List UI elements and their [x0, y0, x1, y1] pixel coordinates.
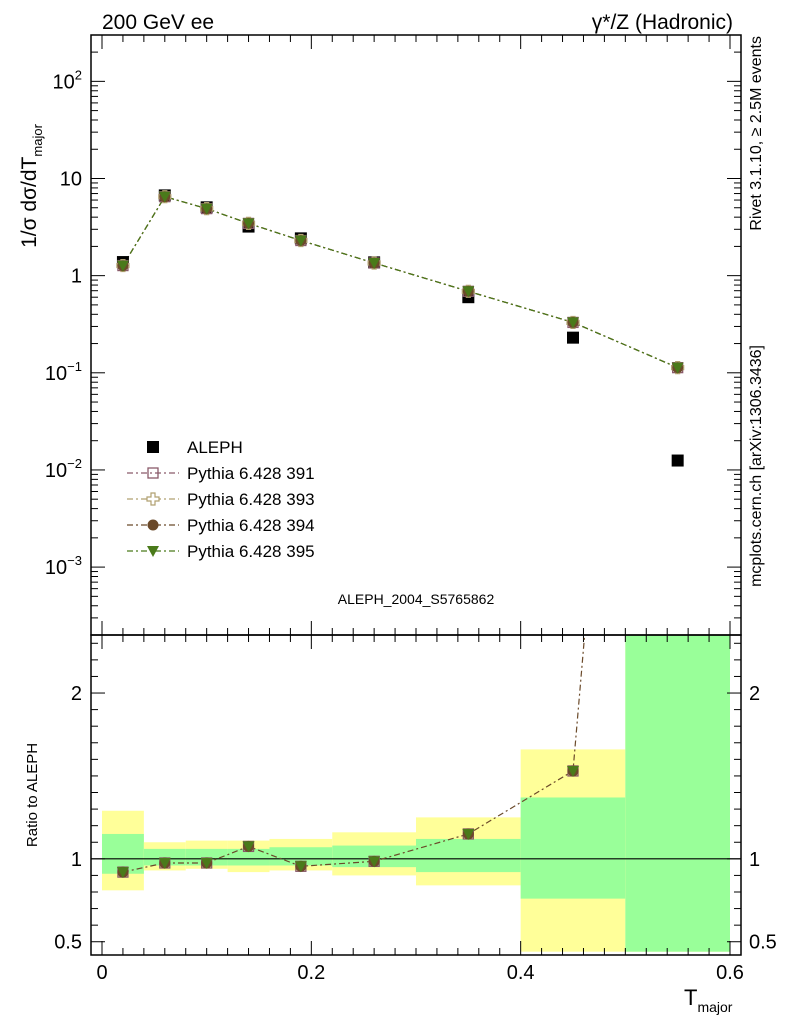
mcplots-label: mcplots.cern.ch [arXiv:1306.3436]: [748, 345, 765, 587]
x-tick-label: 0.4: [507, 962, 535, 984]
ratio-line: [122, 635, 586, 873]
ratio-point-p395: [200, 857, 213, 869]
series-line-p393: [122, 195, 678, 369]
watermark: ALEPH_2004_S5765862: [338, 591, 495, 607]
point-p395: [462, 286, 475, 298]
band-green: [625, 635, 730, 952]
ratio-point-p395: [116, 867, 129, 879]
point-data: [671, 454, 684, 467]
y-tick-label: 1: [71, 266, 82, 288]
point-p395: [200, 203, 213, 215]
point-p395: [294, 235, 307, 247]
legend-label-p394: Pythia 6.428 394: [187, 516, 315, 535]
x-tick-label: 0.6: [716, 962, 744, 984]
point-p395: [158, 191, 171, 203]
ratio-y-tick-label: 1: [71, 849, 82, 871]
legend-marker-data: [147, 441, 159, 453]
band-green: [185, 848, 228, 866]
y-tick-label: 10−2: [45, 456, 82, 482]
y-tick-label: 10−1: [45, 359, 82, 385]
main-y-axis-label-text: 1/σ dσ/dTmajor: [18, 123, 45, 247]
main-y-axis-label: 1/σ dσ/dTmajor: [18, 123, 45, 247]
x-axis-label: Tmajor: [684, 985, 733, 1015]
ratio-y-tick-label-right: 1: [749, 849, 760, 871]
point-p395: [567, 317, 579, 329]
y-tick-label-base: 10: [53, 71, 75, 93]
legend-marker-p393: [146, 492, 160, 506]
legend-label-p395: Pythia 6.428 395: [187, 542, 315, 561]
ratio-point-p395: [567, 765, 579, 777]
y-tick-label: 102: [53, 67, 82, 93]
ratio-clipped: [116, 635, 586, 879]
x-axis-label-sub: major: [697, 999, 732, 1015]
ratio-bands: [102, 635, 730, 952]
y-tick-label-exponent: −2: [67, 456, 82, 471]
ratio-point-p395: [158, 857, 171, 869]
ratio-y-tick-label-right: 0.5: [749, 932, 777, 954]
header-left: 200 GeV ee: [102, 11, 214, 34]
rivet-label: Rivet 3.1.10, ≥ 2.5M events: [748, 36, 765, 231]
header-right: γ*/Z (Hadronic): [592, 11, 733, 34]
band-green: [227, 848, 270, 866]
point-p395: [671, 362, 684, 374]
legend-marker-p391: [147, 467, 159, 479]
ratio-y-axis-label: Ratio to ALEPH: [24, 743, 41, 847]
y-tick-label-base: 1: [71, 266, 82, 288]
band-green: [416, 838, 521, 873]
y-tick-label-exponent: −3: [67, 553, 82, 568]
y-tick-label-base: 10: [45, 363, 67, 385]
x-tick-label: 0: [96, 962, 107, 984]
y-tick-label: 10: [60, 169, 82, 191]
ratio-y-tick-label: 0.5: [54, 932, 82, 954]
band-green: [143, 848, 186, 866]
point-p395: [116, 260, 129, 272]
y-tick-label-exponent: −1: [67, 359, 82, 374]
point-data: [567, 331, 579, 344]
main-series: [116, 189, 685, 467]
x-axis-label-main: T: [684, 985, 697, 1010]
ratio-point-p395: [368, 856, 381, 868]
series-line-p394: [122, 195, 678, 369]
point-p395: [242, 218, 255, 230]
ratio-y-tick-label-right: 2: [749, 683, 760, 705]
ratio-series: [116, 635, 586, 879]
legend: ALEPH Pythia 6.428 391 Pythia 6.428 393 Pyt…: [127, 438, 315, 561]
legend-label-p393: Pythia 6.428 393: [187, 490, 315, 509]
legend-marker-p395: [147, 546, 159, 557]
y-tick-label-base: 10: [45, 460, 67, 482]
y-tick-label-base: 10: [45, 557, 67, 579]
ratio-point-p395: [242, 841, 255, 853]
x-axis-label-text: Tmajor: [684, 985, 733, 1015]
legend-label-p391: Pythia 6.428 391: [187, 464, 315, 483]
ratio-frame: 2 2 1 1 0.5 0.5 0 0.2 0.4 0.6: [54, 634, 777, 984]
x-tick-label: 0.2: [297, 962, 325, 984]
y-tick-label-exponent: 2: [75, 67, 82, 82]
ratio-point-p395: [294, 861, 307, 873]
y-tick-label-base: 10: [60, 169, 82, 191]
legend-label-data: ALEPH: [187, 438, 243, 457]
point-p395: [368, 257, 381, 269]
series-line-p391: [122, 195, 678, 369]
ratio-y-tick-label: 2: [71, 683, 82, 705]
series-line-p395: [122, 195, 678, 369]
y-tick-label: 10−3: [45, 553, 82, 579]
main-y-axis-label-main: 1/σ dσ/dT: [18, 156, 41, 247]
main-y-axis-label-sub: major: [30, 123, 45, 156]
legend-marker-p394: [147, 519, 159, 531]
band-green: [520, 797, 626, 899]
ratio-point-p395: [462, 828, 475, 840]
